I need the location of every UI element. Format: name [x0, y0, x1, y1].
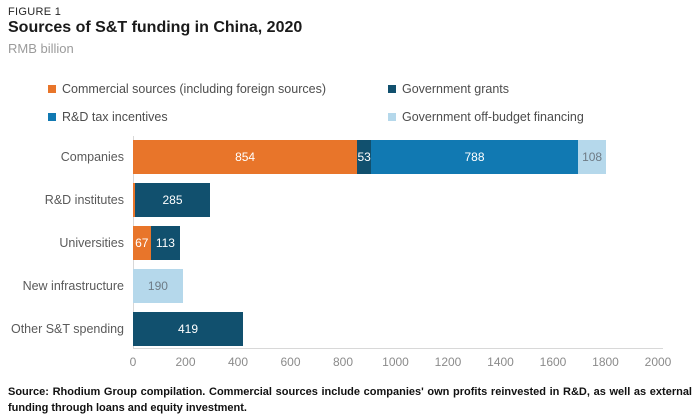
- bar-segment: [133, 183, 136, 217]
- category-label: Universities: [59, 236, 124, 250]
- bar-row: Other S&T spending 419: [11, 312, 658, 346]
- x-axis-tick-label: 1400: [487, 355, 514, 369]
- x-axis-tick-labels: 0 200 400 600 800 1000 1200 1400 1600 1800 2000: [129, 355, 672, 371]
- category-label: New infrastructure: [22, 279, 124, 293]
- bar-value-label: 113: [155, 236, 175, 250]
- bar-value-label: 419: [177, 322, 198, 336]
- x-axis-tick-label: 400: [227, 355, 249, 369]
- legend-label: Government grants: [402, 82, 509, 96]
- bar-value-label: 190: [147, 279, 168, 293]
- x-axis-tick-label: 2000: [644, 355, 672, 369]
- x-axis-line: [133, 348, 663, 349]
- x-axis-tick-label: 1800: [592, 355, 619, 369]
- bar-value-label: 854: [235, 150, 256, 164]
- source-note: Source: Rhodium Group compilation. Comme…: [8, 386, 692, 414]
- x-axis-tick-label: 1600: [539, 355, 567, 369]
- legend-swatch: [388, 85, 396, 93]
- bar-segment: 788: [371, 140, 578, 174]
- category-label: R&D institutes: [44, 193, 124, 207]
- legend-item: Government grants: [388, 82, 509, 96]
- bar-row: New infrastructure 190: [23, 269, 658, 303]
- bar-segment: 53: [357, 140, 372, 174]
- bar-value-label: 53: [357, 150, 371, 164]
- bar-value-label: 108: [582, 150, 603, 164]
- plot-area: Companies 854 53 788 108 R&D institutes 285 Uni…: [11, 140, 658, 348]
- bar-segment: 419: [133, 312, 243, 346]
- x-axis-tick-label: 800: [332, 355, 354, 369]
- legend-label: Government off-budget financing: [402, 110, 584, 124]
- bar-value-label: 285: [162, 193, 183, 207]
- bar-segment: 285: [135, 183, 210, 217]
- legend-label: Commercial sources (including foreign so…: [62, 82, 326, 96]
- x-axis-tick-label: 0: [129, 355, 137, 369]
- bar-value-label: 67: [135, 236, 149, 250]
- x-axis-tick-label: 200: [175, 355, 196, 369]
- legend-item: Government off-budget financing: [388, 110, 584, 124]
- category-label: Companies: [60, 150, 124, 164]
- bar-segment: 113: [150, 226, 181, 260]
- legend-swatch: [48, 85, 56, 93]
- x-axis-tick-label: 600: [280, 355, 301, 369]
- bar-row: R&D institutes 285: [45, 183, 658, 217]
- legend-item: R&D tax incentives: [48, 110, 168, 124]
- legend-label: R&D tax incentives: [62, 110, 168, 124]
- category-label: Other S&T spending: [10, 322, 124, 336]
- legend-swatch: [388, 113, 396, 121]
- bar-row: Companies 854 53 788 108: [61, 140, 658, 174]
- bar-segment: 854: [133, 140, 358, 174]
- x-axis-tick-label: 1000: [382, 355, 409, 369]
- bar-row: Universities 67 113: [59, 226, 658, 260]
- bar-value-label: 788: [464, 150, 485, 164]
- figure-label: FIGURE 1: [8, 6, 62, 18]
- bar-segment: 108: [577, 140, 607, 174]
- bar-segment: 67: [133, 226, 151, 260]
- page-title: Sources of S&T funding in China, 2020: [8, 19, 303, 36]
- bar-segment: 190: [133, 269, 183, 303]
- legend-swatch: [48, 113, 56, 121]
- legend-item: Commercial sources (including foreign so…: [48, 82, 326, 96]
- x-axis-tick-label: 1200: [434, 355, 462, 369]
- chart-subtitle: RMB billion: [8, 41, 74, 56]
